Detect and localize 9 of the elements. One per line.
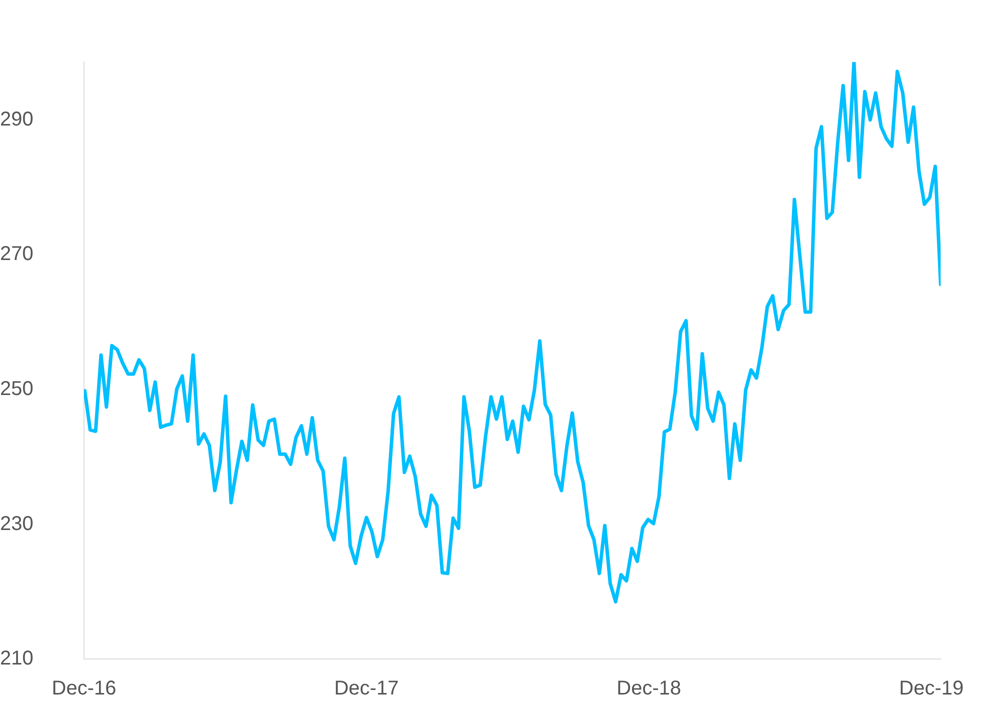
y-tick-label: 210 <box>0 648 34 670</box>
x-tick-label: Dec-17 <box>334 678 399 700</box>
y-tick-label: 250 <box>0 378 34 400</box>
x-tick-label: Dec-16 <box>52 678 116 700</box>
x-tick-label: Dec-18 <box>616 678 682 700</box>
y-tick-label: 230 <box>0 512 34 535</box>
y-tick-label: 270 <box>0 243 34 266</box>
x-tick-label: Dec-19 <box>899 678 964 700</box>
y-tick-label: 290 <box>0 108 34 130</box>
